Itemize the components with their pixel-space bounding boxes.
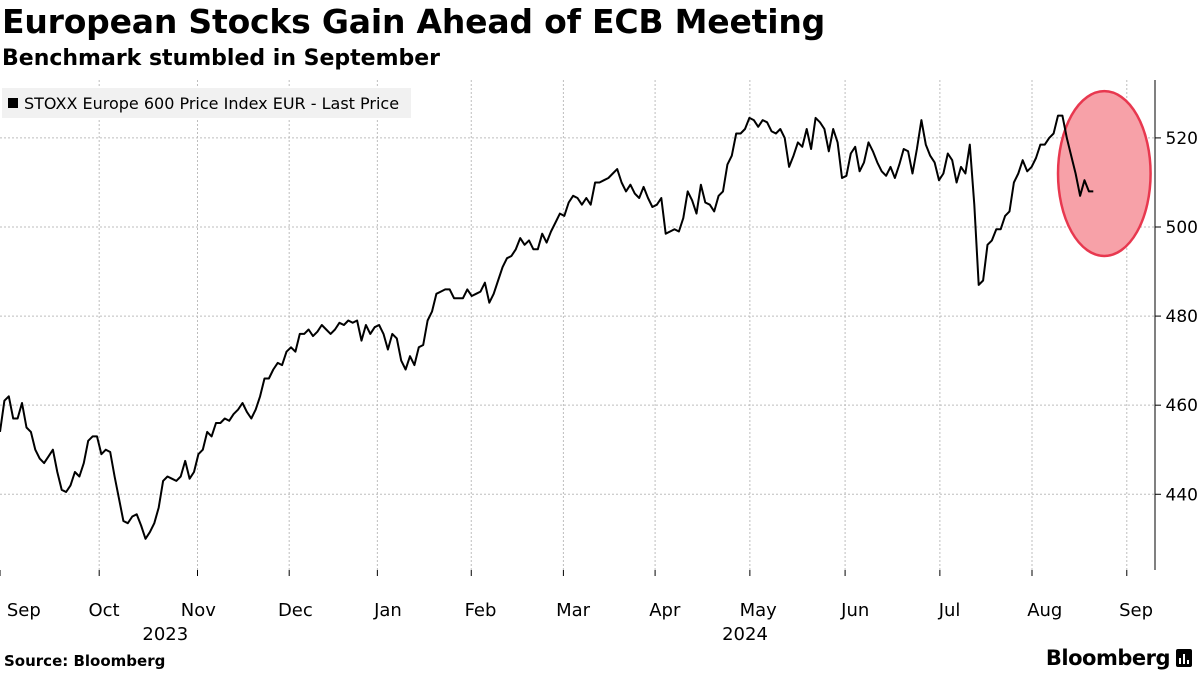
y-tick-label: 460 [1166,396,1198,416]
series-line [0,114,1094,540]
x-tick-label: Aug [1027,600,1062,621]
y-tick-label: 440 [1166,485,1198,505]
x-tick-label: Jul [938,600,961,621]
legend-swatch [8,98,18,108]
bloomberg-logo-icon [1176,649,1192,667]
x-year-label: 2024 [722,624,768,645]
chart-title: European Stocks Gain Ahead of ECB Meetin… [2,2,826,41]
legend: STOXX Europe 600 Price Index EUR - Last … [2,88,412,118]
y-tick-label: 480 [1166,307,1198,327]
legend-label: STOXX Europe 600 Price Index EUR - Last … [24,93,400,113]
x-tick-label: May [740,600,778,621]
highlight-circle [1056,89,1152,258]
source-note: Source: Bloomberg [4,652,166,670]
x-tick-label: Oct [88,600,119,621]
y-tick-label: 500 [1166,218,1198,238]
brand-name: Bloomberg [1045,646,1171,670]
brand-logo: Bloomberg [1046,646,1192,670]
x-tick-label: Feb [465,600,497,621]
x-tick-label: Jun [840,600,869,621]
x-tick-label: Mar [556,600,591,621]
x-tick-label: Sep [1119,600,1153,621]
x-tick-label: Apr [649,600,681,621]
x-tick-label: Dec [278,600,313,621]
x-year-label: 2023 [142,624,188,645]
chart-subtitle: Benchmark stumbled in September [2,46,441,71]
x-tick-label: Nov [181,600,216,621]
x-tick-label: Jan [373,600,402,621]
x-tick-label: Sep [7,600,41,621]
y-tick-label: 520 [1166,129,1198,149]
